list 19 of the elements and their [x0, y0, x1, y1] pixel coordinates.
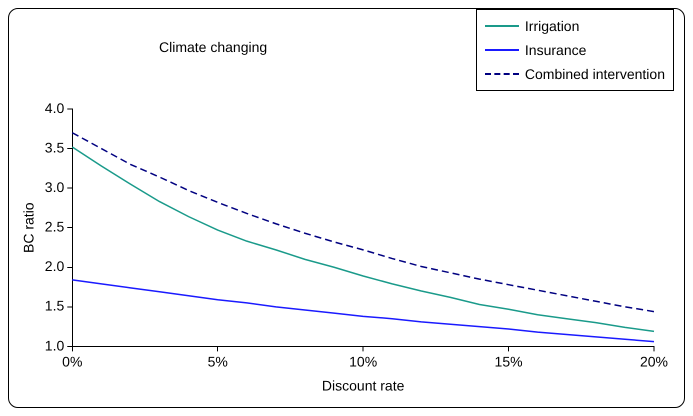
- y-axis-title: BC ratio: [20, 202, 36, 253]
- legend-label: Insurance: [524, 42, 586, 58]
- y-tick-label: 1.5: [44, 298, 64, 314]
- x-tick-label: 0%: [62, 354, 82, 370]
- chart-title: Climate changing: [159, 39, 268, 55]
- x-tick-label: 15%: [494, 354, 523, 370]
- x-tick-label: 20%: [640, 354, 668, 370]
- y-tick-label: 2.0: [44, 258, 64, 274]
- y-tick-label: 3.0: [44, 178, 64, 195]
- x-tick-label: 10%: [349, 354, 378, 370]
- y-tick-label: 3.5: [44, 139, 64, 156]
- line-series: [72, 132, 655, 312]
- y-tick-label: 4.0: [44, 100, 64, 116]
- y-tick-label: 1.0: [44, 337, 64, 354]
- x-tick-label: 5%: [208, 354, 228, 370]
- x-axis-title: Discount rate: [322, 377, 405, 394]
- legend-label: Combined intervention: [524, 66, 665, 82]
- y-tick-label: 2.5: [44, 218, 64, 235]
- legend-label: Irrigation: [524, 18, 580, 34]
